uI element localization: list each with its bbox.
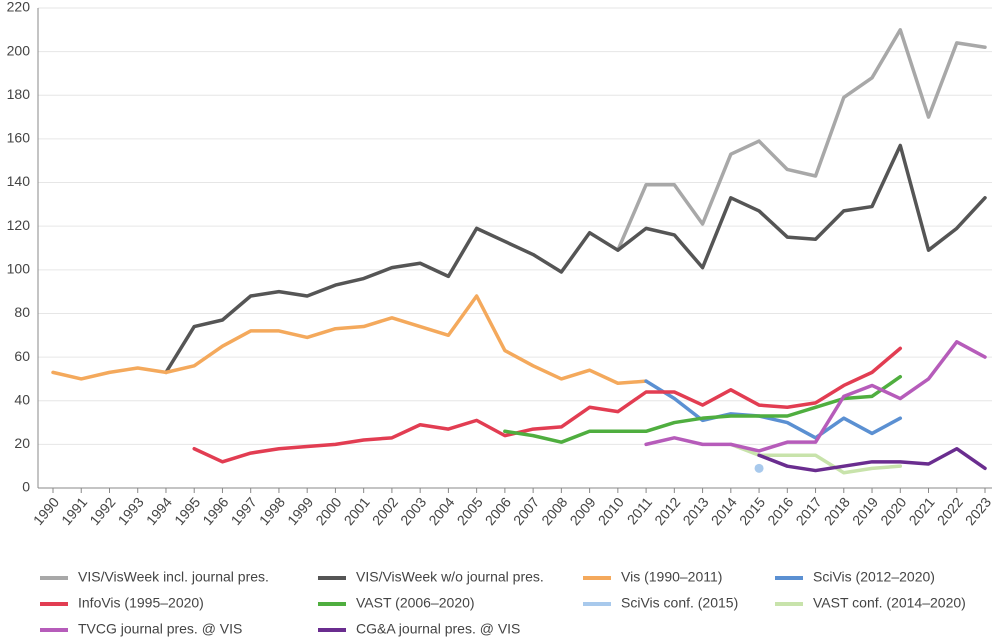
x-tick-label: 1992	[86, 494, 118, 528]
x-tick-label: 1999	[284, 494, 316, 528]
y-tick-label: 60	[14, 348, 30, 364]
x-tick-label: 2016	[764, 494, 796, 528]
x-tick-label: 1990	[30, 494, 62, 528]
data-point	[754, 463, 764, 473]
legend-label: TVCG journal pres. @ VIS	[78, 621, 242, 637]
x-tick-label: 2022	[934, 494, 966, 528]
y-tick-label: 100	[7, 261, 31, 277]
y-tick-label: 40	[14, 391, 30, 407]
x-tick-label: 1991	[58, 494, 90, 528]
x-tick-label: 1997	[228, 494, 260, 528]
x-tick-label: 2019	[849, 494, 881, 528]
legend-label: SciVis conf. (2015)	[621, 595, 738, 611]
x-tick-label: 2017	[792, 494, 824, 528]
x-tick-label: 2012	[651, 494, 683, 528]
x-tick-label: 2015	[736, 494, 768, 528]
series-line	[644, 340, 987, 453]
x-tick-label: 2023	[962, 494, 994, 528]
series-line	[644, 379, 903, 440]
legend-label: VAST (2006–2020)	[356, 595, 475, 611]
x-tick-label: 2011	[624, 494, 656, 528]
legend-label: SciVis (2012–2020)	[813, 569, 935, 585]
x-tick-label: 2006	[482, 494, 514, 528]
series-line	[503, 374, 903, 444]
series-line	[192, 346, 903, 464]
x-tick-label: 2020	[877, 494, 909, 528]
x-tick-label: 2010	[595, 494, 627, 528]
legend-label: InfoVis (1995–2020)	[78, 595, 204, 611]
y-tick-label: 0	[22, 479, 30, 495]
x-tick-label: 1995	[171, 494, 203, 528]
legend-label: VAST conf. (2014–2020)	[813, 595, 966, 611]
x-tick-label: 2000	[312, 494, 344, 528]
x-tick-label: 2007	[510, 494, 542, 528]
x-tick-label: 2001	[341, 494, 373, 528]
legend-label: VIS/VisWeek incl. journal pres.	[78, 569, 269, 585]
series-line	[757, 446, 987, 473]
x-tick-label: 2009	[566, 494, 598, 528]
x-tick-label: 2021	[905, 494, 937, 528]
x-tick-label: 2002	[369, 494, 401, 528]
x-tick-label: 2014	[708, 494, 740, 528]
y-tick-label: 140	[7, 173, 31, 189]
series-line	[616, 28, 987, 252]
x-tick-label: 1998	[256, 494, 288, 528]
y-tick-label: 80	[14, 304, 30, 320]
x-tick-label: 2008	[538, 494, 570, 528]
legend-label: VIS/VisWeek w/o journal pres.	[356, 569, 544, 585]
y-tick-label: 20	[14, 435, 30, 451]
x-tick-label: 2013	[679, 494, 711, 528]
x-tick-label: 2018	[821, 494, 853, 528]
y-tick-label: 120	[7, 217, 31, 233]
x-tick-label: 2005	[453, 494, 485, 528]
y-tick-label: 220	[7, 0, 31, 15]
x-tick-label: 1994	[143, 494, 175, 528]
x-tick-label: 1993	[115, 494, 147, 528]
y-tick-label: 160	[7, 130, 31, 146]
legend-label: Vis (1990–2011)	[621, 569, 722, 585]
y-tick-label: 200	[7, 42, 31, 58]
x-tick-label: 2003	[397, 494, 429, 528]
series-line	[51, 294, 648, 386]
series-line	[164, 143, 987, 375]
x-tick-label: 2004	[425, 494, 457, 528]
y-tick-label: 180	[7, 86, 31, 102]
legend-label: CG&A journal pres. @ VIS	[356, 621, 520, 637]
x-tick-label: 1996	[199, 494, 231, 528]
